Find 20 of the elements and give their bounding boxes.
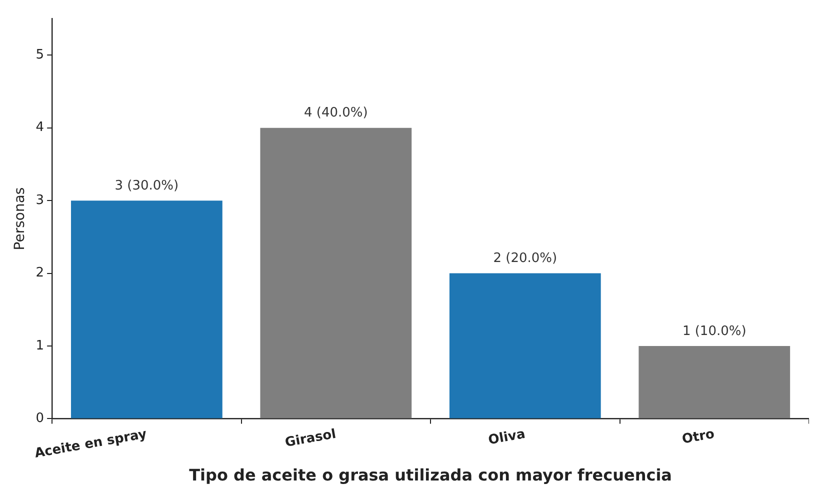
- y-tick-label: 0: [36, 411, 44, 426]
- x-tick-label: Girasol: [284, 426, 338, 451]
- y-tick-label: 2: [36, 266, 44, 281]
- x-axis-title: Tipo de aceite o grasa utilizada con mayor frecuencia: [189, 466, 672, 485]
- y-tick-label: 5: [36, 48, 44, 63]
- bar: [638, 346, 790, 418]
- x-tick-label: Otro: [680, 426, 716, 448]
- y-tick-label: 3: [36, 192, 44, 208]
- bar: [70, 200, 222, 418]
- data-label: 3 (30.0%): [114, 178, 179, 194]
- y-tick-label: 4: [36, 120, 44, 136]
- data-label: 2 (20.0%): [493, 251, 558, 266]
- bar: [260, 128, 412, 418]
- data-label: 1 (10.0%): [682, 324, 746, 339]
- x-tick-label: Oliva: [487, 426, 526, 448]
- data-label: 4 (40.0%): [304, 106, 368, 121]
- y-tick-label: 1: [36, 338, 44, 354]
- y-axis-title: Personas: [12, 187, 28, 250]
- x-tick-label: Aceite en spray: [34, 426, 148, 462]
- bar: [449, 273, 601, 418]
